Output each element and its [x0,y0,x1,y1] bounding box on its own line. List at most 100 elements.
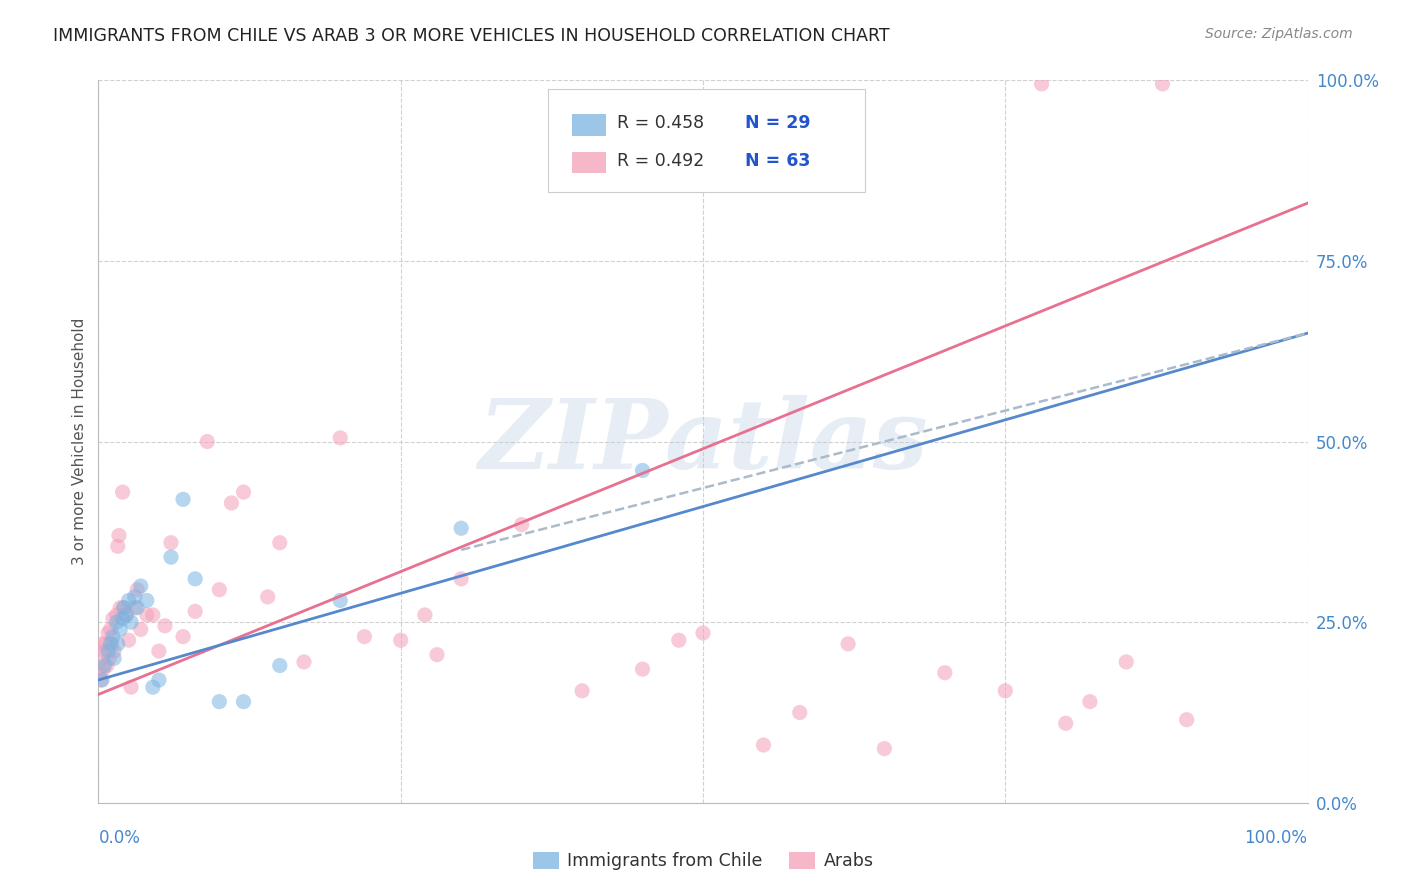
Point [91,651,114,665]
Point [160,535,183,549]
Point [292,655,315,669]
Point [91,673,114,687]
Point [329,593,352,607]
Point [112,600,135,615]
Text: ZIPatlas: ZIPatlas [478,394,928,489]
Point [111,485,134,500]
Point [1152,77,1174,91]
Text: Source: ZipAtlas.com: Source: ZipAtlas.com [1205,27,1353,41]
Point [120,680,142,694]
Point [135,607,157,622]
Point [107,539,129,553]
Point [510,517,533,532]
Point [101,611,124,625]
Point [172,492,194,507]
Point [1031,77,1053,91]
Point [127,600,149,615]
Point [93,644,115,658]
Point [124,590,146,604]
Point [571,683,593,698]
Point [108,528,131,542]
Point [93,658,115,673]
Point [108,600,131,615]
Point [1115,655,1137,669]
Point [120,615,142,630]
Point [873,741,896,756]
Point [148,644,170,658]
Point [256,590,278,604]
Point [91,662,114,676]
Point [94,637,117,651]
Point [115,607,138,622]
Text: IMMIGRANTS FROM CHILE VS ARAB 3 OR MORE VEHICLES IN HOUSEHOLD CORRELATION CHART: IMMIGRANTS FROM CHILE VS ARAB 3 OR MORE … [53,27,890,45]
Point [208,582,231,597]
Point [118,633,141,648]
Point [118,593,141,607]
Point [837,637,859,651]
Point [934,665,956,680]
Point [103,644,125,658]
Text: R = 0.492: R = 0.492 [617,152,704,169]
Point [184,572,207,586]
Text: N = 63: N = 63 [745,152,810,169]
Point [98,651,121,665]
Point [692,626,714,640]
Text: 0.0%: 0.0% [98,829,141,847]
Point [232,695,254,709]
Point [353,630,375,644]
Point [153,619,176,633]
Text: 100.0%: 100.0% [1244,829,1308,847]
Point [105,607,128,622]
Point [101,630,124,644]
Point [100,637,122,651]
Y-axis label: 3 or more Vehicles in Household: 3 or more Vehicles in Household [72,318,87,566]
Point [142,680,165,694]
Point [107,637,129,651]
Point [329,431,352,445]
Point [103,651,125,665]
Point [172,630,194,644]
Point [269,658,291,673]
Point [221,496,243,510]
Point [105,615,128,630]
Point [631,463,654,477]
Point [450,521,472,535]
Point [668,633,690,648]
Point [450,572,472,586]
Point [160,550,183,565]
Point [124,600,146,615]
Point [127,582,149,597]
Point [135,593,157,607]
Point [112,600,135,615]
Point [1175,713,1198,727]
Point [413,607,436,622]
Point [100,623,122,637]
Point [90,673,112,687]
Point [129,623,152,637]
Point [195,434,218,449]
Point [426,648,449,662]
Point [97,644,120,658]
Point [184,604,207,618]
Point [148,673,170,687]
Point [115,607,138,622]
Point [96,658,118,673]
Point [91,637,114,651]
Point [1054,716,1077,731]
Text: R = 0.458: R = 0.458 [617,114,704,132]
Point [208,695,231,709]
Point [100,637,122,651]
Point [142,607,165,622]
Legend: Immigrants from Chile, Arabs: Immigrants from Chile, Arabs [526,845,880,877]
Point [269,535,291,549]
Text: N = 29: N = 29 [745,114,811,132]
Point [111,611,134,625]
Point [108,623,131,637]
Point [97,626,120,640]
Point [89,665,111,680]
Point [789,706,811,720]
Point [1078,695,1101,709]
Point [232,485,254,500]
Point [994,683,1017,698]
Point [129,579,152,593]
